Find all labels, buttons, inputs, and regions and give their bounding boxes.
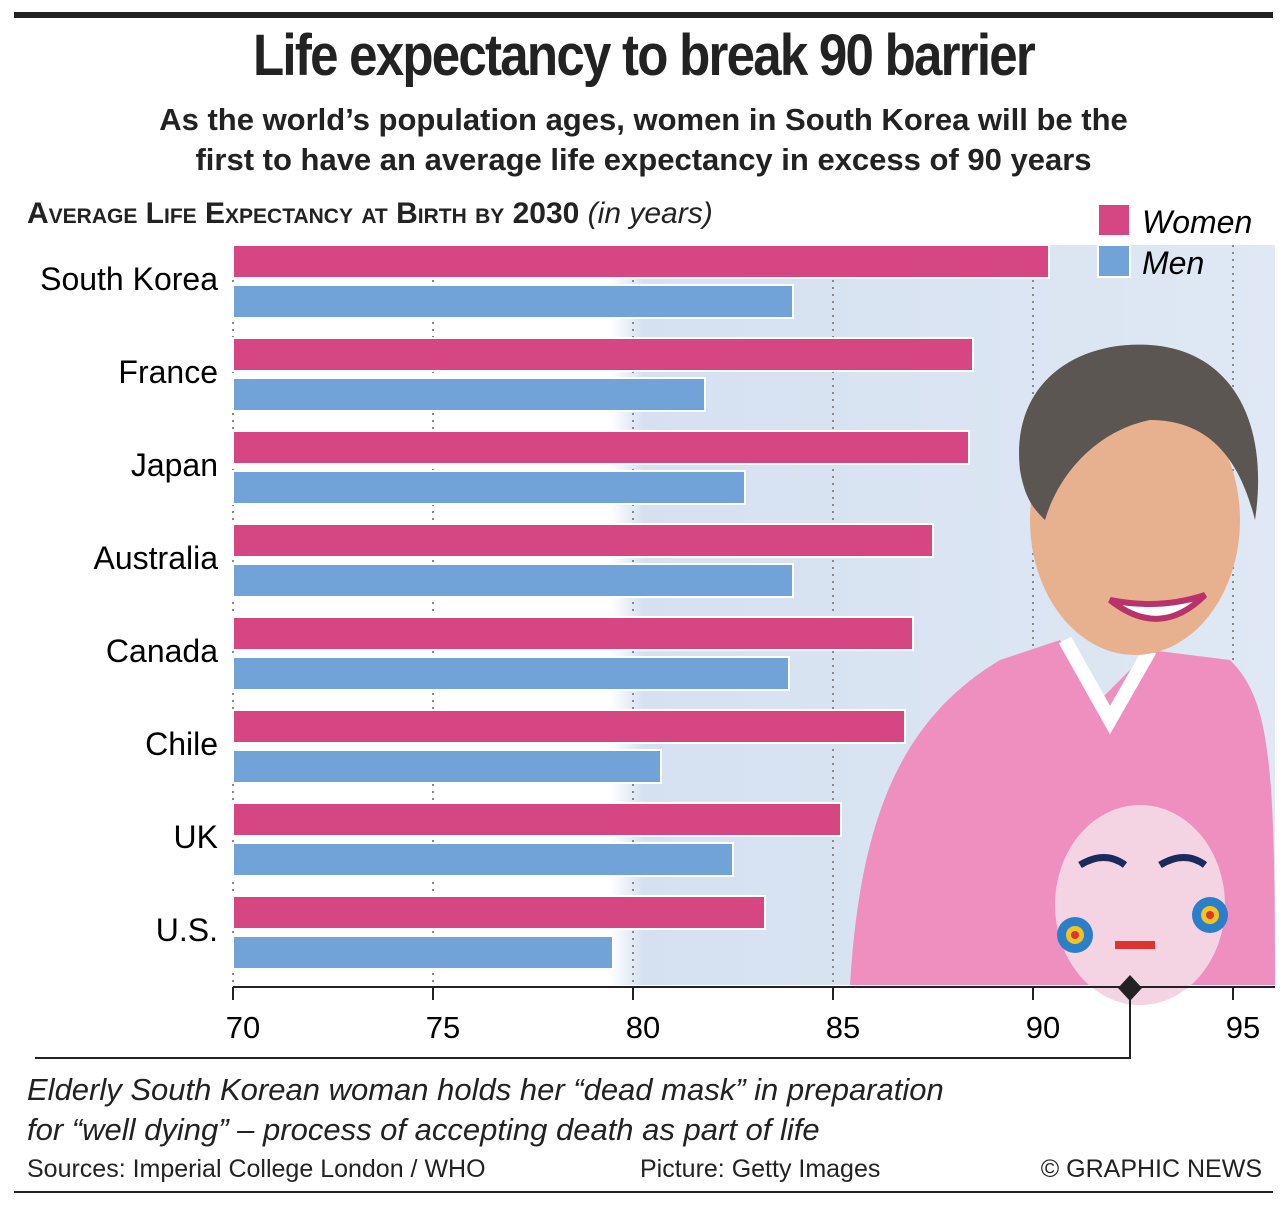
chart-title: Average Life Expectancy at Birth by 2030… (27, 197, 713, 231)
category-label: Chile (145, 726, 218, 762)
bar-women (232, 337, 974, 372)
x-tick-label: 75 (426, 1010, 460, 1045)
legend: Women Men (1097, 203, 1252, 281)
bar-women (232, 709, 906, 744)
chart-unit: (in years) (587, 197, 713, 230)
bar-men (232, 377, 706, 412)
bar-women (232, 523, 934, 558)
bar-women (232, 802, 842, 837)
photo-caption: Elderly South Korean woman holds her “de… (27, 1070, 1127, 1150)
bar-men (232, 842, 734, 877)
bar-men (232, 470, 746, 505)
caption-line-2: for “well dying” – process of accepting … (27, 1112, 820, 1147)
chart-title-text: Average Life Expectancy at Birth by 2030 (27, 197, 580, 230)
x-tick-label: 95 (1226, 1010, 1260, 1045)
category-label: UK (174, 819, 218, 855)
x-tick-label: 85 (826, 1010, 860, 1045)
subtitle-line-1: As the world’s population ages, women in… (159, 102, 1128, 137)
bar-women (232, 616, 914, 651)
legend-label-men: Men (1142, 245, 1204, 281)
bar-women (232, 895, 766, 930)
legend-swatch-men (1097, 244, 1131, 278)
page-title: Life expectancy to break 90 barrier (253, 23, 1036, 88)
caption-pointer (35, 990, 1131, 1059)
category-label: U.S. (156, 912, 218, 948)
subtitle-line-2: first to have an average life expectancy… (195, 142, 1092, 177)
bar-men (232, 284, 794, 319)
woman-photo (850, 344, 1275, 1005)
category-label: Australia (94, 540, 219, 576)
top-rule (14, 12, 1273, 18)
bar-men (232, 935, 614, 970)
sources: Sources: Imperial College London / WHO (27, 1155, 486, 1183)
pointer-diamond-icon (1118, 975, 1142, 1001)
bar-women (232, 430, 970, 465)
bar-women (232, 244, 1050, 279)
category-label: Japan (131, 447, 218, 483)
x-tick-label: 70 (226, 1010, 260, 1045)
bar-men (232, 749, 662, 784)
category-label: South Korea (40, 261, 218, 297)
bar-men (232, 563, 794, 598)
category-label: Canada (106, 633, 218, 669)
bottom-rule (14, 1191, 1273, 1193)
x-tick-label: 80 (626, 1010, 660, 1045)
category-label: France (118, 354, 218, 390)
picture-credit: Picture: Getty Images (640, 1155, 881, 1183)
x-tick-label: 90 (1026, 1010, 1060, 1045)
graphic-news-credit: © GRAPHIC NEWS (1040, 1155, 1262, 1183)
legend-label-women: Women (1142, 204, 1252, 240)
legend-swatch-women (1097, 203, 1131, 237)
bar-men (232, 656, 790, 691)
caption-line-1: Elderly South Korean woman holds her “de… (27, 1072, 944, 1107)
